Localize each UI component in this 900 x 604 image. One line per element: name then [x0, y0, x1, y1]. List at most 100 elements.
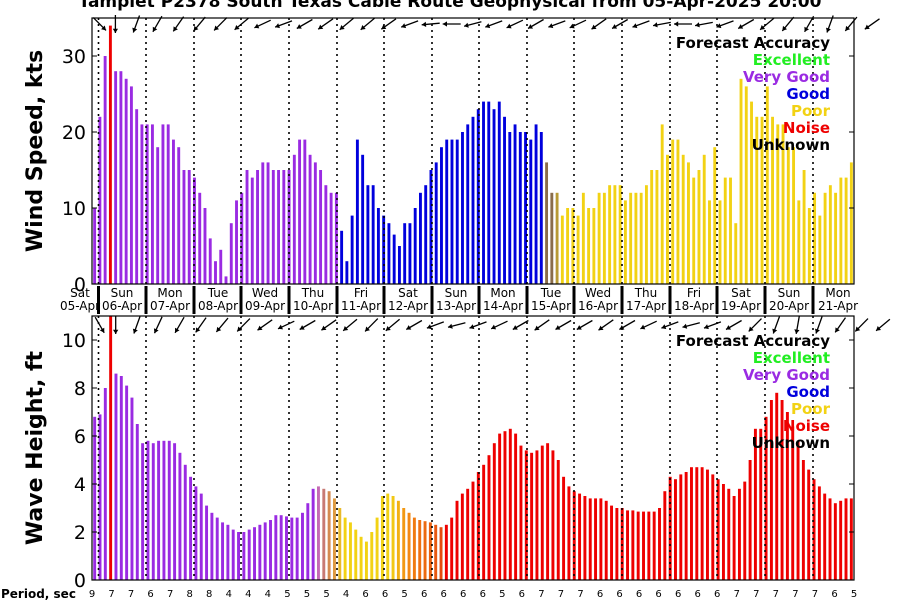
wave-bar	[354, 529, 358, 580]
wind-bar	[834, 192, 838, 284]
wind-bar	[687, 162, 690, 284]
wave-bar	[711, 474, 715, 580]
wind-bar	[566, 208, 570, 284]
day-weekday-label: Sat	[398, 286, 418, 300]
arrow-head	[275, 23, 280, 29]
wave-bar	[125, 385, 129, 580]
wind-bar	[145, 124, 149, 285]
wind-bar	[434, 162, 438, 284]
wind-bar	[235, 200, 238, 284]
wave-bar	[583, 496, 587, 580]
y-tick-label: 6	[74, 426, 86, 448]
wind-bar	[660, 124, 664, 285]
wind-bar	[208, 238, 212, 284]
wave-bar	[407, 512, 411, 580]
period-value: 4	[343, 589, 349, 600]
wind-bar	[298, 139, 302, 284]
arrow-head	[237, 326, 242, 332]
wind-bar	[844, 177, 848, 284]
wave-bar	[301, 512, 304, 580]
wind-bar	[166, 124, 170, 285]
arrow-head	[101, 25, 106, 31]
wave-bar	[253, 527, 256, 580]
wave-bar	[317, 486, 320, 580]
direction-arrow	[112, 15, 118, 33]
wind-bar	[524, 132, 527, 284]
wind-bar	[681, 154, 685, 284]
direction-arrow	[506, 19, 524, 29]
wave-bar	[743, 481, 747, 580]
period-value: 7	[753, 589, 759, 600]
direction-arrow	[759, 17, 775, 31]
direction-arrow	[299, 319, 316, 331]
direction-arrow	[864, 18, 880, 30]
wind-bar	[219, 249, 223, 284]
arrow-head	[512, 325, 518, 330]
day-separator	[430, 286, 434, 314]
day-separator	[287, 286, 291, 314]
wave-bar	[626, 510, 629, 580]
arrow-head	[772, 328, 778, 334]
direction-arrow	[737, 18, 755, 30]
wind-bar	[629, 192, 633, 284]
wave-bar	[370, 532, 374, 580]
wind-bar	[98, 116, 102, 284]
wave-bar	[402, 508, 406, 580]
wind-bar	[461, 132, 464, 284]
day-date-label: 07-Apr	[150, 299, 190, 313]
period-value: 6	[655, 589, 661, 600]
wave-bar	[695, 467, 699, 580]
wind-bar	[292, 154, 296, 284]
direction-arrow	[132, 15, 141, 33]
arrow-head	[278, 324, 283, 330]
arrow-head	[548, 23, 554, 29]
wave-bar	[839, 500, 843, 580]
wind-bar	[187, 170, 191, 284]
wave-bar	[199, 493, 203, 580]
wind-bar	[750, 101, 753, 284]
day-date-label: 16-Apr	[578, 299, 618, 313]
period-value: 7	[792, 589, 798, 600]
wind-bar	[776, 124, 780, 285]
wind-bar	[161, 124, 165, 285]
wave-bar	[322, 488, 326, 580]
wind-bar	[450, 139, 454, 284]
arrow-head	[318, 24, 324, 30]
arrow-head	[855, 326, 861, 332]
wave-bar	[562, 476, 566, 580]
wind-bar	[313, 162, 317, 284]
wave-bar	[844, 498, 848, 580]
wind-bar	[623, 200, 627, 284]
wave-bar	[508, 428, 512, 580]
direction-arrow	[257, 319, 273, 331]
wave-bar	[791, 426, 795, 580]
arrow-head	[360, 25, 366, 30]
wave-bar	[173, 443, 177, 580]
wind-bar	[818, 215, 822, 284]
wave-panel: 0 2 4 6 8 10 Wave Height, ft Forecast AccuracyE…	[23, 315, 891, 592]
wave-bar	[274, 515, 278, 580]
wind-bar	[108, 25, 112, 284]
period-value: 7	[558, 589, 564, 600]
direction-arrow	[193, 16, 206, 32]
wave-bar	[418, 520, 422, 580]
period-value: 5	[304, 589, 310, 600]
wave-bar	[780, 400, 784, 580]
wind-bar	[182, 170, 186, 284]
arrow-head	[534, 325, 540, 331]
day-weekday-label: Wed	[585, 286, 611, 300]
wave-bar	[189, 476, 193, 580]
direction-arrow	[400, 20, 419, 29]
wind-bar	[702, 154, 706, 284]
wind-bar	[771, 116, 774, 284]
arrow-head	[598, 325, 604, 331]
wind-bar	[240, 192, 244, 284]
wave-bar	[540, 445, 544, 580]
wave-bar	[588, 498, 592, 580]
period-value: 6	[382, 589, 388, 600]
wind-bar	[334, 192, 338, 284]
wind-bar	[129, 86, 133, 285]
wave-bar	[285, 516, 288, 580]
period-value: 6	[636, 589, 642, 600]
wind-bar	[271, 170, 275, 284]
